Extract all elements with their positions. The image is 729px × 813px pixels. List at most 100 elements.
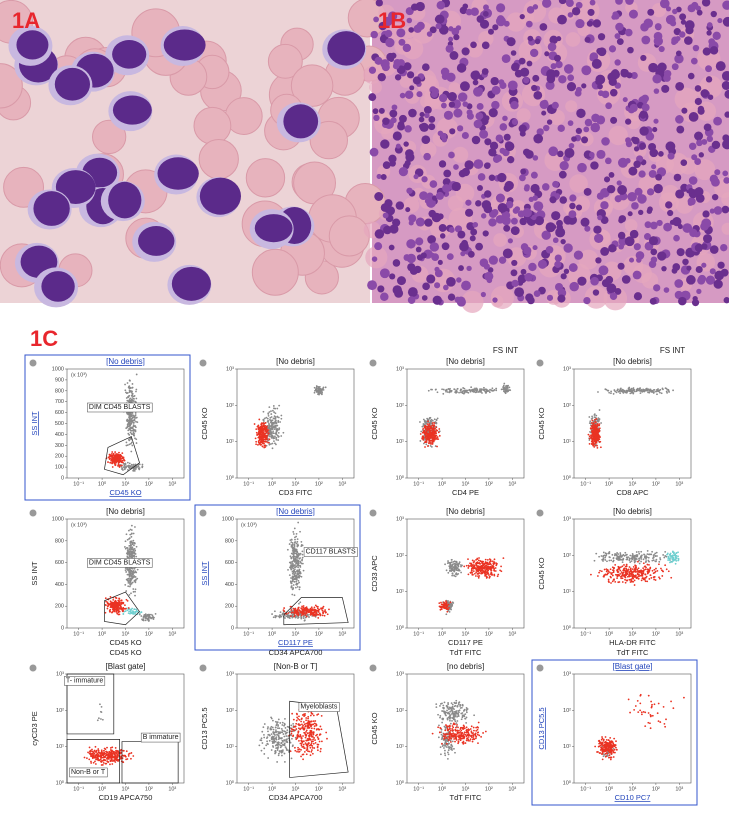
event-dot: [125, 533, 128, 536]
event-dot: [132, 400, 135, 402]
event-dot: [289, 561, 292, 564]
event-dot: [128, 416, 131, 419]
nucleus: [443, 169, 452, 178]
nucleus: [502, 115, 508, 122]
nucleus: [536, 128, 544, 136]
nucleus: [603, 176, 611, 183]
event-dot: [505, 388, 508, 391]
nucleus: [520, 168, 527, 175]
event-dot: [484, 572, 487, 575]
event-dot: [130, 592, 132, 595]
nucleus: [426, 274, 436, 284]
event-dot: [590, 425, 593, 427]
event-dot: [134, 437, 136, 440]
nucleus: [689, 228, 698, 238]
event-dot: [317, 613, 320, 616]
event-dot: [588, 416, 591, 418]
stroma: [493, 233, 508, 247]
event-dot: [315, 605, 318, 608]
event-dot: [488, 563, 491, 566]
nucleus: [715, 61, 726, 72]
nucleus: [403, 254, 411, 261]
nucleus: [571, 7, 581, 16]
event-dot: [322, 611, 324, 614]
event-dot: [279, 421, 282, 423]
nucleus: [475, 242, 484, 251]
nucleus: [648, 142, 657, 151]
event-dot: [270, 423, 273, 426]
nucleus: [615, 0, 623, 5]
event-dot: [431, 435, 433, 438]
nucleus: [476, 184, 483, 191]
x-axis-label: CD45 KO: [109, 488, 141, 497]
y-tick-label: 600: [225, 560, 234, 566]
nucleus: [403, 141, 409, 147]
x-tick-label: 10¹: [462, 481, 470, 487]
event-dot: [261, 432, 264, 435]
x-tick-label: 10⁻¹: [243, 631, 254, 637]
event-dot: [639, 392, 642, 395]
plot-icon: [29, 509, 37, 517]
event-dot: [482, 560, 484, 563]
event-dot: [292, 553, 294, 555]
event-dot: [131, 610, 134, 612]
nucleus: [461, 167, 470, 177]
event-dot: [124, 383, 126, 386]
event-dot: [129, 585, 131, 588]
event-dot: [476, 570, 479, 573]
event-dot: [588, 437, 591, 440]
nucleus: [432, 295, 442, 305]
nucleus: [532, 155, 539, 161]
event-dot: [489, 568, 491, 571]
nucleus: [605, 102, 612, 110]
event-dot: [118, 460, 120, 462]
event-dot: [265, 440, 268, 443]
nucleus: [108, 181, 142, 219]
nucleus: [423, 152, 431, 161]
event-dot: [455, 560, 458, 563]
event-dot: [109, 461, 112, 464]
nucleus: [543, 124, 550, 132]
event-dot: [269, 435, 271, 438]
event-dot: [131, 392, 134, 395]
event-dot: [596, 433, 599, 435]
event-dot: [137, 465, 140, 468]
nucleus: [440, 102, 447, 109]
nucleus: [641, 35, 651, 45]
event-dot: [270, 413, 273, 415]
event-dot: [599, 436, 601, 438]
event-dot: [270, 410, 272, 413]
event-dot: [449, 389, 452, 392]
nucleus: [702, 47, 711, 56]
nucleus: [507, 80, 518, 91]
event-dot: [268, 425, 271, 428]
event-dot: [135, 555, 138, 558]
event-dot: [312, 611, 315, 614]
nucleus: [510, 269, 518, 277]
nucleus: [476, 15, 485, 23]
event-dot: [130, 543, 132, 546]
event-dot: [131, 567, 134, 570]
nucleus: [492, 24, 499, 31]
nucleus: [405, 152, 415, 162]
nucleus: [388, 154, 397, 163]
nucleus: [466, 265, 472, 272]
nucleus: [489, 141, 499, 150]
event-dot: [596, 424, 599, 427]
stroma: [694, 159, 716, 181]
event-dot: [481, 566, 484, 569]
event-dot: [432, 429, 435, 432]
event-dot: [424, 446, 426, 448]
event-dot: [283, 607, 286, 609]
nucleus: [381, 63, 390, 72]
event-dot: [135, 390, 137, 393]
nucleus: [595, 257, 602, 264]
nucleus: [472, 221, 479, 228]
event-dot: [144, 619, 147, 622]
nucleus: [620, 68, 629, 78]
nucleus: [563, 243, 573, 253]
event-dot: [125, 598, 128, 601]
nucleus: [407, 287, 418, 298]
nucleus: [606, 184, 616, 194]
plot-title: [No debris]: [276, 507, 315, 516]
